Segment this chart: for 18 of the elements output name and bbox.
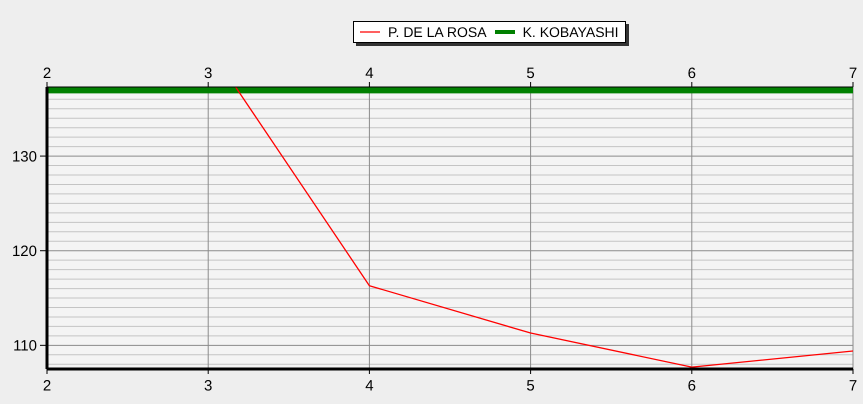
legend-label: K. KOBAYASHI — [522, 24, 619, 40]
x-tick-label: 3 — [204, 65, 212, 82]
x2-tick-label: 6 — [688, 378, 696, 395]
x2-tick-label: 5 — [526, 378, 535, 395]
x-tick-label: 6 — [688, 65, 696, 82]
x2-tick-label: 2 — [42, 378, 52, 395]
x-tick-label: 7 — [848, 65, 858, 82]
legend-label: P. DE LA ROSA — [388, 24, 487, 40]
y-tick-label: 120 — [12, 242, 37, 260]
x-tick-label: 2 — [42, 65, 52, 82]
line-series — [234, 87, 853, 368]
y-tick-label: 110 — [13, 338, 37, 355]
x-tick-label: 4 — [365, 65, 374, 82]
x2-tick-label: 4 — [365, 378, 374, 395]
y-tick-label: 130 — [12, 148, 37, 166]
x2-tick-label: 3 — [204, 378, 212, 395]
x2-tick-label: 7 — [848, 378, 858, 395]
x-tick-label: 5 — [526, 65, 535, 82]
